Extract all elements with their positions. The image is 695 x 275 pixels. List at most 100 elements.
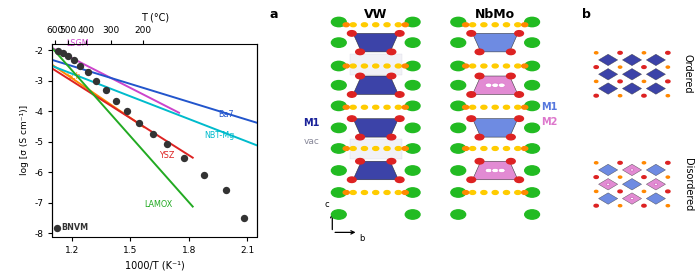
Circle shape xyxy=(356,49,364,55)
Circle shape xyxy=(405,210,420,219)
Circle shape xyxy=(525,81,539,90)
Circle shape xyxy=(641,176,646,178)
Circle shape xyxy=(641,204,646,207)
Circle shape xyxy=(481,23,487,27)
Text: VW: VW xyxy=(364,8,387,21)
Circle shape xyxy=(492,168,499,173)
Text: Ordered: Ordered xyxy=(682,54,693,94)
Circle shape xyxy=(470,147,475,150)
Circle shape xyxy=(642,80,646,82)
Circle shape xyxy=(503,147,509,150)
Circle shape xyxy=(522,105,528,109)
Polygon shape xyxy=(646,178,666,190)
Polygon shape xyxy=(623,164,641,176)
Circle shape xyxy=(395,31,404,36)
Circle shape xyxy=(405,101,420,111)
Circle shape xyxy=(343,23,349,27)
Circle shape xyxy=(402,105,409,109)
Circle shape xyxy=(619,66,622,68)
Circle shape xyxy=(402,64,409,68)
Circle shape xyxy=(666,51,670,54)
Circle shape xyxy=(667,176,669,178)
Circle shape xyxy=(515,116,523,121)
Point xyxy=(75,64,86,68)
Circle shape xyxy=(481,191,487,194)
Circle shape xyxy=(405,38,420,47)
FancyBboxPatch shape xyxy=(350,139,402,159)
Circle shape xyxy=(515,31,523,36)
Circle shape xyxy=(515,64,521,68)
Circle shape xyxy=(395,92,404,97)
Circle shape xyxy=(467,116,475,121)
Circle shape xyxy=(467,177,475,183)
Text: Sch: Sch xyxy=(67,72,81,81)
Text: Disordered: Disordered xyxy=(682,158,693,211)
Circle shape xyxy=(451,210,466,219)
Circle shape xyxy=(405,17,420,27)
Circle shape xyxy=(332,188,346,197)
Circle shape xyxy=(356,158,364,164)
Polygon shape xyxy=(646,83,666,94)
Circle shape xyxy=(405,61,420,71)
Circle shape xyxy=(373,105,379,109)
Text: M1: M1 xyxy=(303,119,319,128)
Circle shape xyxy=(361,147,368,150)
Circle shape xyxy=(387,158,395,164)
Polygon shape xyxy=(353,161,398,180)
Circle shape xyxy=(503,64,509,68)
Polygon shape xyxy=(646,68,666,80)
Circle shape xyxy=(618,51,622,54)
Circle shape xyxy=(594,176,598,178)
Point xyxy=(83,70,94,75)
Circle shape xyxy=(373,23,379,27)
Circle shape xyxy=(332,123,346,133)
Text: M1: M1 xyxy=(541,102,557,112)
Circle shape xyxy=(395,116,404,121)
Polygon shape xyxy=(646,54,666,66)
Point xyxy=(90,79,101,84)
Circle shape xyxy=(475,158,484,164)
Circle shape xyxy=(451,17,466,27)
Circle shape xyxy=(507,49,515,55)
Circle shape xyxy=(594,162,598,164)
Polygon shape xyxy=(473,161,518,180)
Circle shape xyxy=(467,92,475,97)
Circle shape xyxy=(405,188,420,197)
Circle shape xyxy=(642,52,646,54)
Circle shape xyxy=(475,73,484,79)
Text: c: c xyxy=(325,200,329,209)
Polygon shape xyxy=(473,119,518,137)
Circle shape xyxy=(630,197,634,200)
Circle shape xyxy=(666,161,670,164)
Circle shape xyxy=(343,147,349,150)
Circle shape xyxy=(619,176,622,178)
Text: b: b xyxy=(360,234,365,243)
Circle shape xyxy=(498,168,505,173)
Polygon shape xyxy=(353,119,398,137)
Circle shape xyxy=(594,52,598,54)
Circle shape xyxy=(387,134,395,140)
Circle shape xyxy=(475,49,484,55)
Circle shape xyxy=(463,23,468,27)
Circle shape xyxy=(525,101,539,111)
Circle shape xyxy=(451,38,466,47)
Circle shape xyxy=(630,169,634,171)
Circle shape xyxy=(525,61,539,71)
Circle shape xyxy=(451,61,466,71)
Circle shape xyxy=(594,190,598,192)
Circle shape xyxy=(594,66,598,68)
Circle shape xyxy=(332,166,346,175)
Circle shape xyxy=(525,188,539,197)
Circle shape xyxy=(618,161,622,164)
Circle shape xyxy=(373,191,379,194)
Circle shape xyxy=(666,80,670,83)
Circle shape xyxy=(384,105,390,109)
Polygon shape xyxy=(623,178,641,190)
Point xyxy=(147,131,158,136)
Point xyxy=(179,155,190,160)
Circle shape xyxy=(361,23,368,27)
Circle shape xyxy=(522,147,528,150)
Point xyxy=(51,226,63,230)
Circle shape xyxy=(485,168,492,173)
Circle shape xyxy=(515,23,521,27)
